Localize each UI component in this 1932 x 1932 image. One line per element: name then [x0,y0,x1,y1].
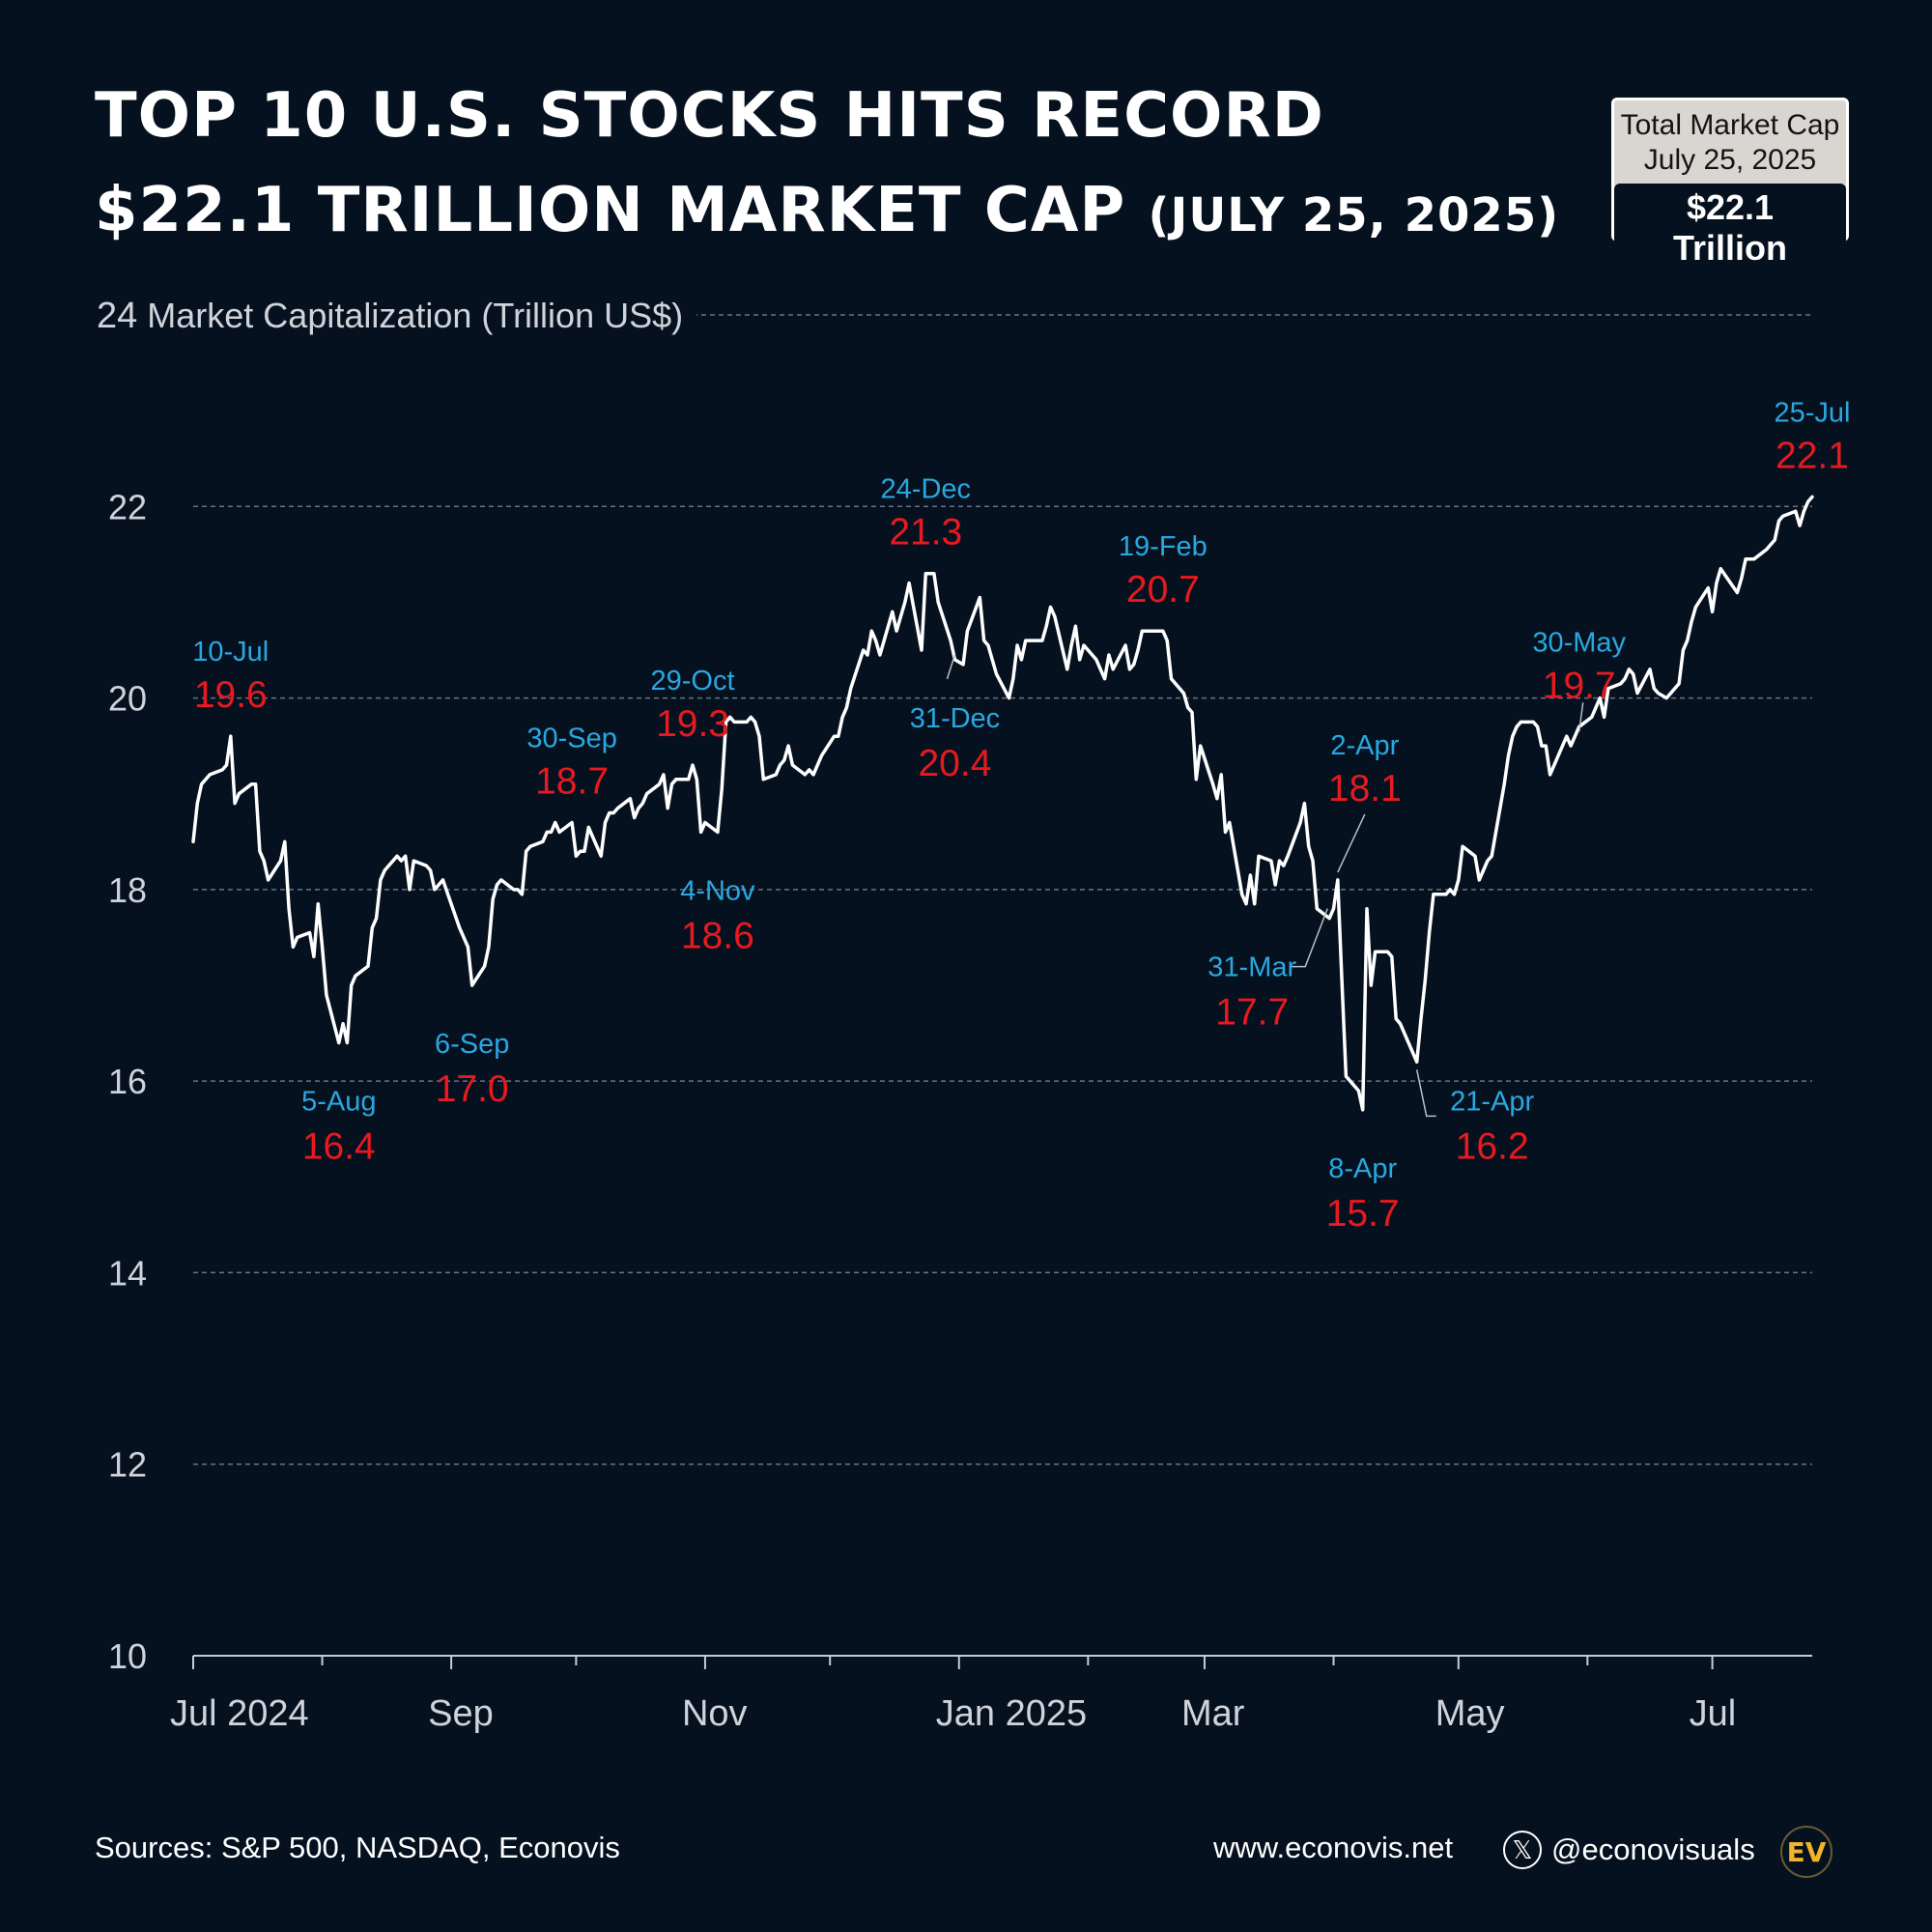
annotation-date-label: 19-Feb [1119,531,1208,562]
website-link[interactable]: www.econovis.net [1213,1831,1454,1864]
annotation-date-label: 24-Dec [881,474,972,505]
y-tick-label-16: 16 [108,1062,147,1101]
badge-label: Total Market Cap [1620,109,1840,141]
x-tick-label: Jul [1690,1693,1737,1734]
annotation-date-label: 31-Dec [910,703,1001,734]
y-axis-title: Market Capitalization (Trillion US$) [147,296,684,335]
annotation-value-label: 17.0 [436,1068,509,1110]
annotation-value-label: 18.7 [535,760,609,802]
sources-note: Sources: S&P 500, NASDAQ, Econovis [95,1831,620,1864]
x-tick-label: Jul 2024 [170,1693,309,1734]
annotation-date-label: 4-Nov [680,875,755,906]
x-tick-label: May [1435,1693,1505,1734]
annotation-date-label: 25-Jul [1775,397,1851,428]
badge-value: $22.1 Trillion [1614,184,1846,274]
y-axis-label: 24 Market Capitalization (Trillion US$) [97,296,697,337]
annotation-leader [1337,813,1366,873]
annotation-date-label: 30-Sep [526,723,617,753]
annotation-date-label: 2-Apr [1330,730,1399,761]
annotation-date-label: 29-Oct [651,666,735,696]
title-line-2-main: $22.1 TRILLION MARKET CAP [95,175,1126,246]
annotation-value-label: 19.6 [194,674,268,716]
annotation-value-label: 21.3 [889,512,962,554]
y-tick-label-12: 12 [108,1445,147,1485]
axes: 10 12 14 16 18 20 22 Jul 2024 Sep Nov Jan 2025 Mar M… [108,487,1812,1734]
social-handle-text: @econovisuals [1551,1833,1755,1866]
annotation-value-label: 16.2 [1456,1125,1529,1167]
annotation-value-label: 19.7 [1543,665,1616,706]
y-tick-label-18: 18 [108,870,147,910]
annotation-value-label: 18.6 [681,915,754,956]
annotation-date-label: 8-Apr [1328,1153,1397,1184]
annotation-date-label: 10-Jul [192,637,269,668]
grid-lines [193,314,1812,1465]
x-tick-label: Jan 2025 [936,1693,1087,1734]
annotation-date-label: 31-Mar [1208,952,1296,983]
total-market-cap-badge: Total Market Cap July 25, 2025 $22.1 Tri… [1611,98,1849,274]
annotation-value-label: 15.7 [1326,1193,1400,1235]
annotation-value-label: 20.4 [918,743,991,784]
x-logo-icon: 𝕏 [1503,1831,1542,1869]
annotation-value-label: 19.3 [656,703,729,745]
x-tick-label: Nov [682,1693,748,1734]
social-handle[interactable]: 𝕏 @econovisuals [1503,1831,1755,1869]
annotation-leader [946,654,956,680]
annotations: 10-Jul 19.6 5-Aug 16.4 6-Sep 17.0 30-Sep 18.7 29… [192,397,1850,1235]
annotation-value-label: 16.4 [302,1125,376,1167]
annotation-leader [1415,1069,1436,1118]
series-line [191,495,1814,1112]
annotation-leader [1291,908,1328,968]
annotation-date-label: 30-May [1532,627,1626,658]
badge-date: July 25, 2025 [1643,144,1817,176]
y-tick-label-10: 10 [108,1636,147,1676]
title-line-1: TOP 10 U.S. STOCKS HITS RECORD [95,80,1324,152]
annotation-value-label: 20.7 [1126,569,1200,611]
series-line-group [191,495,1814,1112]
econovis-logo: EV [1780,1826,1833,1878]
title-line-2-date: (JULY 25, 2025) [1148,188,1560,242]
y-tick-label-24: 24 [97,296,138,336]
annotation-date-label: 6-Sep [435,1029,509,1060]
annotation-leader [1577,702,1584,732]
x-tick-label: Mar [1181,1693,1245,1734]
title-line-2: $22.1 TRILLION MARKET CAP (JULY 25, 2025… [95,180,1559,242]
annotation-value-label: 17.7 [1215,992,1289,1034]
y-tick-label-22: 22 [108,487,147,526]
x-tick-label: Sep [428,1693,494,1734]
annotation-date-label: 21-Apr [1450,1086,1534,1117]
chart-title: TOP 10 U.S. STOCKS HITS RECORD $22.1 TRI… [95,85,1559,242]
y-tick-label-14: 14 [108,1253,147,1293]
y-tick-label-20: 20 [108,679,147,719]
annotation-value-label: 22.1 [1776,435,1849,476]
annotation-date-label: 5-Aug [301,1086,376,1117]
annotation-value-label: 18.1 [1328,768,1402,810]
